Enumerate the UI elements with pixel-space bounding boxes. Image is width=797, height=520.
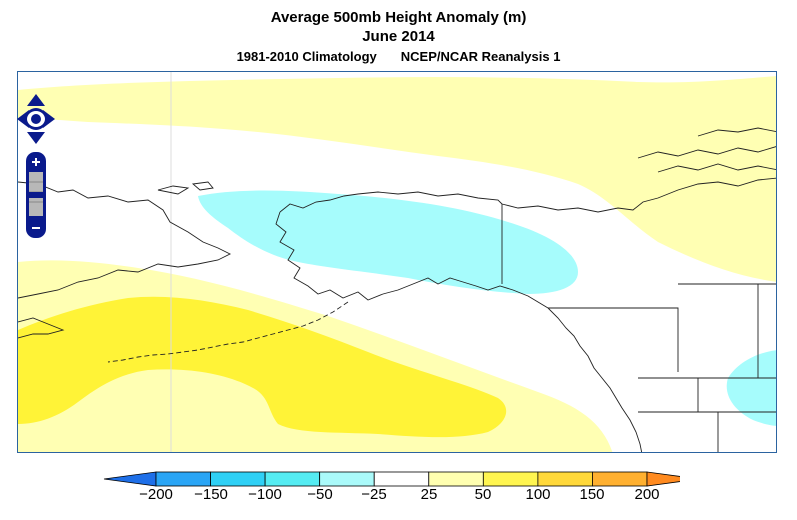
colorbar-tick-label: −50: [307, 486, 333, 503]
colorbar-segment: [592, 471, 648, 487]
coastline-canada-arctic: [501, 177, 776, 213]
title-block: Average 500mb Height Anomaly (m) June 20…: [0, 8, 797, 66]
colorbar-tick-label: −200: [139, 486, 173, 503]
colorbar-tick-label: −150: [194, 486, 228, 503]
border-us-states: [638, 378, 776, 452]
anomaly-region-strong-positive: [18, 296, 507, 438]
coastline-bc: [547, 307, 643, 452]
colorbar-tick-label: 25: [420, 486, 438, 503]
colorbar-tick-label: −100: [248, 486, 282, 503]
coastline-alaska-west: [279, 191, 503, 213]
zoom-control: [26, 152, 46, 238]
arctic-islands: [637, 127, 776, 173]
climatology-label: 1981-2010 Climatology: [236, 49, 377, 64]
pan-control-icon[interactable]: [17, 94, 55, 144]
colorbar-tick-label: 150: [579, 486, 605, 503]
coastline-siberia: [18, 181, 232, 299]
border-provinces: [678, 283, 776, 378]
colorbar-tick-label: −25: [361, 486, 387, 503]
coastlines: [18, 127, 776, 452]
anomaly-region-negative-east: [726, 350, 776, 426]
colorbar-tick-label: 200: [634, 486, 660, 503]
coastline-siberia-2: [18, 317, 65, 339]
map-viewport[interactable]: [17, 71, 777, 453]
colorbar-high-extension: [646, 471, 680, 487]
aleutian-islands: [107, 301, 349, 363]
colorbar-low-extension: [103, 471, 157, 487]
coastline-islands-north: [157, 181, 214, 195]
navigation-svg: [17, 94, 55, 238]
colorbar: [103, 471, 680, 487]
map-navigation: [17, 92, 55, 247]
border-bc-alberta: [548, 307, 679, 372]
anomaly-map: [18, 72, 776, 452]
colorbar-segment: [373, 471, 430, 487]
colorbar-segment: [482, 471, 539, 487]
colorbar-segment: [428, 471, 484, 487]
anomaly-region-negative-alaska: [198, 190, 578, 294]
colorbar-tick-label: 100: [525, 486, 551, 503]
anomaly-region-positive-north: [18, 76, 776, 282]
colorbar-segment: [155, 471, 211, 487]
colorbar-segment: [210, 471, 266, 487]
dataset-label: NCEP/NCAR Reanalysis 1: [400, 49, 561, 64]
coastline-alaska-southwest: [275, 211, 549, 309]
map-subtitle: 1981-2010 Climatology NCEP/NCAR Reanalysi…: [0, 48, 797, 66]
colorbar-segment: [537, 471, 593, 487]
map-title: Average 500mb Height Anomaly (m): [270, 9, 527, 26]
colorbar-tick-label: 50: [474, 486, 492, 503]
map-date: June 2014: [362, 28, 435, 45]
colorbar-segment: [264, 471, 321, 487]
colorbar-segment: [319, 471, 375, 487]
zoom-slider-handle[interactable]: [27, 192, 45, 198]
colorbar-segments: [103, 471, 680, 487]
